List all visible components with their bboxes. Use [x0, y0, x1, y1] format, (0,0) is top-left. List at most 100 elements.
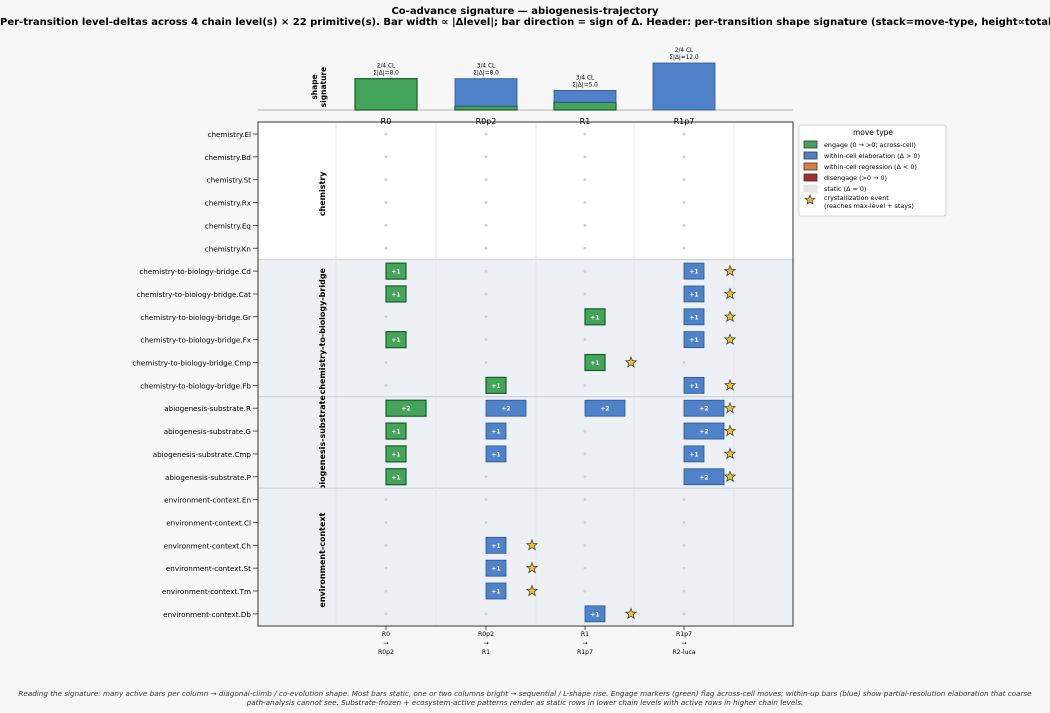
within-up-bar: [683, 445, 705, 463]
static-dot: [682, 201, 686, 205]
legend-swatch-engage: [803, 140, 818, 149]
within-up-bar: [485, 445, 507, 463]
static-dot: [583, 589, 587, 593]
row-label: environment-context.Db: [163, 610, 251, 619]
row-label: chemistry.St: [207, 176, 252, 185]
x-tick-label: R1p7: [577, 649, 593, 656]
row-label: environment-context.St: [166, 564, 251, 573]
static-dot: [682, 155, 686, 159]
group-band-chemistry: [258, 122, 793, 260]
row-label: abiogenesis-substrate.R: [164, 404, 251, 413]
crystallization-star: [723, 401, 737, 414]
bar-delta-label: +1: [391, 337, 400, 344]
within-up-bar: [683, 422, 725, 440]
row-label: abiogenesis-substrate.G: [164, 427, 251, 436]
static-dot: [384, 223, 388, 227]
bar-delta-label: +1: [689, 291, 698, 298]
crystallization-star: [525, 584, 539, 597]
static-dot: [484, 201, 488, 205]
header-annotation: Σ|Δ|=8.0: [473, 71, 499, 77]
static-dot: [384, 315, 388, 319]
static-dot: [583, 520, 587, 524]
within-up-bar: [485, 559, 507, 577]
static-dot: [384, 566, 388, 570]
bar-delta-label: +1: [590, 314, 599, 321]
legend-swatch-within_down: [803, 162, 818, 171]
x-tick-label: R0p2: [478, 631, 494, 638]
row-label: chemistry-to-biology-bridge.Fb: [140, 381, 251, 390]
bar-delta-label: +1: [391, 474, 400, 481]
within-up-bar: [485, 582, 507, 600]
header-within-up-stack: [553, 90, 617, 103]
static-dot: [484, 498, 488, 502]
static-dot: [583, 223, 587, 227]
header-annotation: 3/4 CL: [477, 64, 496, 70]
header-annotation: 2/4 CL: [377, 64, 396, 70]
static-dot: [484, 223, 488, 227]
static-dot: [484, 612, 488, 616]
plot-frame: [257, 121, 794, 627]
static-dot: [384, 201, 388, 205]
x-tick-label: R2-luca: [672, 649, 696, 656]
within-up-bar: [485, 399, 527, 417]
bar-delta-label: +2: [401, 406, 410, 413]
bar-delta-label: +1: [491, 383, 500, 390]
legend-star-icon: [804, 193, 816, 205]
bar-delta-label: +2: [699, 429, 708, 436]
static-dot: [682, 178, 686, 182]
group-label-chemistry: chemistry: [318, 171, 327, 216]
legend-label: crystallization event: [824, 194, 889, 202]
crystallization-star: [624, 356, 638, 368]
static-dot: [682, 589, 686, 593]
legend-label: disengage (>0 → 0): [824, 174, 887, 182]
bar-delta-label: +2: [600, 406, 609, 413]
row-label: chemistry-to-biology-bridge.Cmp: [132, 359, 251, 368]
group-band-environment-context: [258, 488, 793, 626]
legend-title: move type: [853, 128, 893, 137]
engage-bar: [385, 468, 407, 486]
static-dot: [583, 429, 587, 433]
row-label: abiogenesis-substrate.Cmp: [153, 450, 252, 459]
within-up-bar: [683, 376, 705, 394]
crystallization-star: [723, 333, 737, 345]
legend-label: within-cell elaboration (Δ > 0): [824, 152, 920, 160]
static-dot: [583, 452, 587, 456]
row-label: chemistry-to-biology-bridge.Gr: [140, 313, 251, 322]
row-label: environment-context.Ch: [164, 541, 251, 550]
static-dot: [484, 292, 488, 296]
legend-label: engage (0 → >0; across-cell): [824, 141, 916, 149]
static-dot: [384, 520, 388, 524]
header-annotation: Σ|Δ|=8.0: [373, 71, 399, 77]
static-dot: [583, 178, 587, 182]
within-up-bar: [485, 536, 507, 554]
static-dot: [384, 589, 388, 593]
chart-subtitle: Per-transition level-deltas across 4 cha…: [0, 17, 1050, 28]
header-annotation: 3/4 CL: [576, 75, 595, 81]
within-up-bar: [683, 399, 725, 417]
within-up-bar: [683, 285, 705, 303]
within-up-bar: [584, 605, 606, 623]
static-dot: [583, 292, 587, 296]
group-label-abiogenesis-substrate: abiogenesis-substrate: [318, 395, 327, 496]
header-engage-stack: [354, 78, 418, 111]
engage-bar: [584, 353, 606, 372]
bar-delta-label: +1: [391, 269, 400, 276]
static-dot: [384, 132, 388, 136]
static-dot: [583, 155, 587, 159]
static-dot: [384, 246, 388, 250]
row-label: chemistry.Kn: [205, 244, 251, 253]
static-dot: [682, 246, 686, 250]
crystallization-star: [723, 447, 737, 460]
bar-delta-label: +1: [491, 566, 500, 573]
reading-guide-footer: Reading the signature: many active bars …: [0, 689, 1050, 707]
static-dot: [583, 498, 587, 502]
row-label: chemistry.Rx: [205, 199, 252, 208]
crystallization-star: [723, 287, 737, 300]
crystallization-star: [723, 378, 737, 391]
x-tick-label: R0p2: [378, 649, 394, 656]
within-up-bar: [485, 422, 507, 440]
group-label-environment-context: environment-context: [318, 512, 327, 607]
bar-delta-label: +1: [391, 291, 400, 298]
static-dot: [384, 383, 388, 387]
header-column-label: R1: [580, 117, 591, 126]
